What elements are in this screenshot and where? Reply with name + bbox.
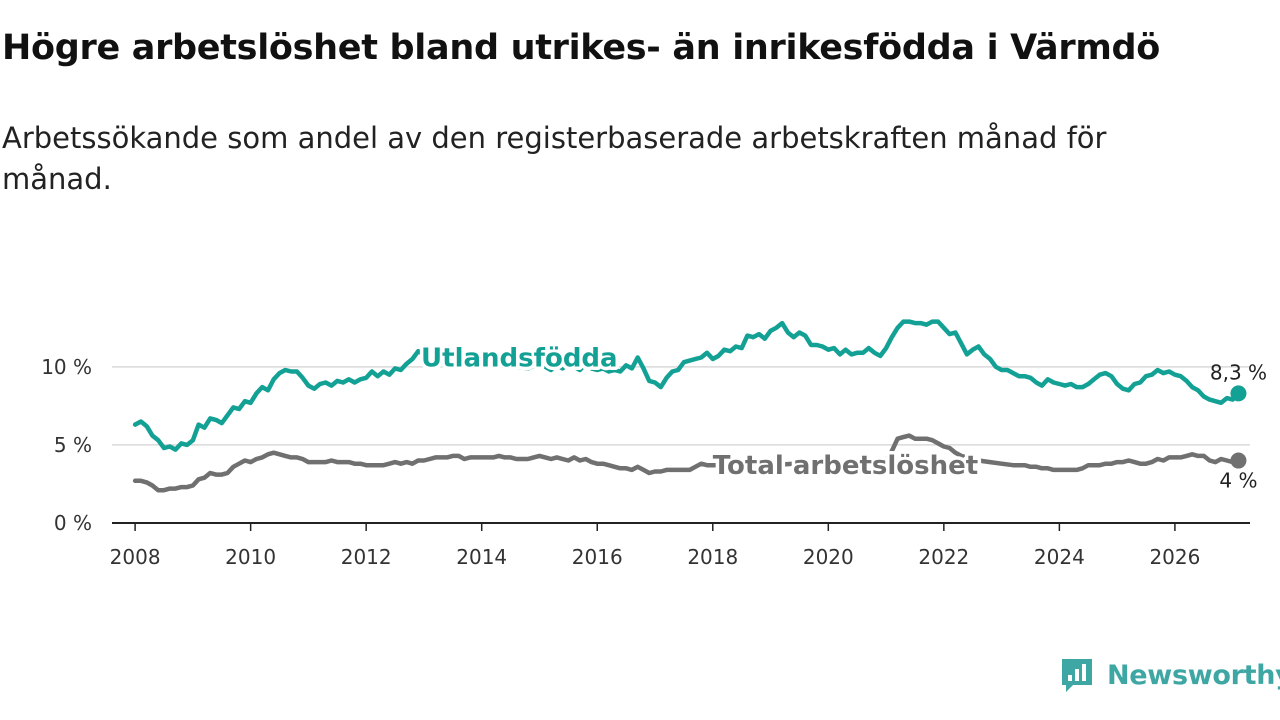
series-layer [132,319,1247,493]
x-tick-label-2008: 2008 [110,545,161,569]
x-tick-label-2020: 2020 [803,545,854,569]
chart-subtitle: Arbetssökande som andel av den registerb… [2,121,1107,196]
series-endpoint-utlandsfödda [1230,385,1247,402]
series-label-total-arbetslöshet: Total arbetslöshet [713,451,978,481]
series-labels: 8,3 % 4 % Utlandsfödda Total arbetslöshet [418,340,1267,493]
series-endpoint-total-arbetslöshet [1230,452,1247,469]
chart-title: Högre arbetslöshet bland utrikes- än inr… [2,28,1160,68]
y-axis: 0 % 5 % 10 % [41,355,92,535]
chart-grid [112,366,1250,446]
y-tick-label-10: 10 % [41,355,92,379]
end-value-label-total-arbetslöshet: 4 % [1219,469,1257,493]
x-axis: 2008 2010 2012 2014 2016 2018 2020 2022 2024 2026 [110,522,1250,569]
x-tick-label-2024: 2024 [1034,545,1085,569]
x-tick-label-2026: 2026 [1149,545,1200,569]
series-line-total-arbetslöshet [132,433,1241,493]
newsworthy-logo-icon [1062,659,1092,692]
series-label-utlandsfödda: Utlandsfödda [421,343,618,373]
newsworthy-wordmark: Newsworthy [1107,659,1280,691]
x-tick-label-2014: 2014 [456,545,507,569]
y-tick-label-0: 0 % [54,511,92,535]
x-tick-label-2012: 2012 [341,545,392,569]
x-tick-label-2016: 2016 [572,545,623,569]
series-line-utlandsfödda [132,319,1241,452]
x-tick-label-2010: 2010 [225,545,276,569]
y-tick-label-5: 5 % [54,433,92,457]
x-tick-label-2018: 2018 [687,545,738,569]
newsworthy-brand[interactable]: Newsworthy [1059,655,1280,695]
end-value-label-utlandsfödda: 8,3 % [1210,360,1267,384]
x-tick-label-2022: 2022 [918,545,969,569]
